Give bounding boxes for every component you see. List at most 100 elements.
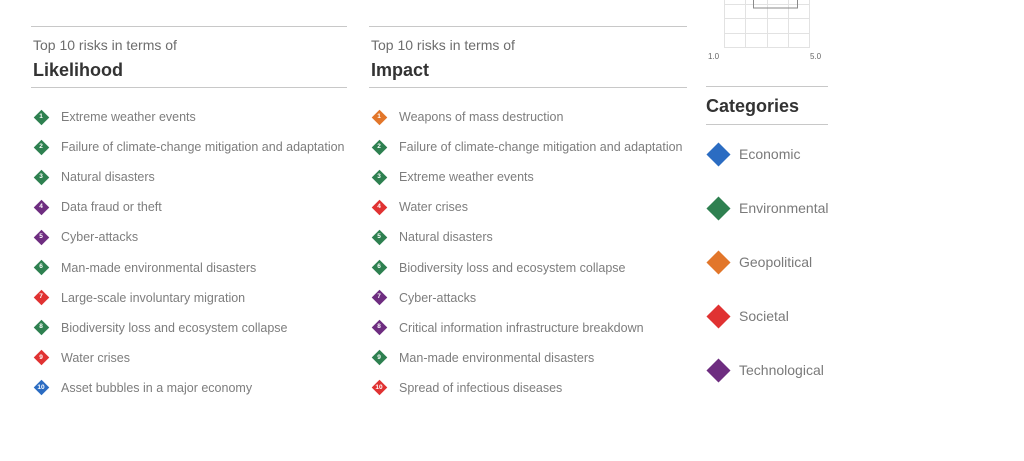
rank-number: 1 — [377, 112, 381, 120]
rank-diamond-icon: 5 — [371, 229, 387, 245]
rank-number: 10 — [375, 383, 383, 391]
risk-item: 3 Extreme weather events — [369, 162, 687, 192]
rank-diamond-icon: 8 — [371, 320, 387, 336]
rank-diamond-icon: 1 — [33, 109, 49, 125]
category-item: Geopolitical — [706, 250, 829, 304]
rank-diamond-icon: 1 — [371, 109, 387, 125]
risk-label: Extreme weather events — [399, 170, 534, 185]
risk-label: Natural disasters — [399, 230, 493, 245]
categories-title: Categories — [706, 96, 800, 116]
rank-number: 2 — [39, 142, 43, 150]
risk-item: 6 Man-made environmental disasters — [31, 252, 347, 282]
category-item: Environmental — [706, 196, 829, 250]
rank-number: 10 — [37, 383, 45, 391]
rank-number: 3 — [377, 172, 381, 180]
rank-number: 3 — [39, 172, 43, 180]
risk-label: Data fraud or theft — [61, 200, 162, 215]
risk-label: Biodiversity loss and ecosystem collapse — [61, 320, 288, 335]
risk-label: Cyber-attacks — [399, 290, 477, 305]
likelihood-subtitle: Top 10 risks in terms of — [33, 37, 177, 53]
risk-label: Natural disasters — [61, 170, 155, 185]
risk-item: 9 Man-made environmental disasters — [369, 343, 687, 373]
category-diamond-icon — [706, 304, 730, 328]
categories-legend: Economic Environmental Geopolitical Societa… — [706, 142, 829, 412]
scale-max-label: 5.0 — [810, 52, 822, 61]
risk-label: Water crises — [399, 200, 468, 215]
rank-diamond-icon: 5 — [33, 229, 49, 245]
rank-diamond-icon: 10 — [33, 380, 49, 396]
rank-number: 8 — [39, 323, 43, 331]
risk-item: 5 Natural disasters — [369, 222, 687, 252]
risk-label: Man-made environmental disasters — [399, 350, 595, 365]
risk-item: 8 Biodiversity loss and ecosystem collaps… — [31, 313, 347, 343]
rank-diamond-icon: 3 — [371, 169, 387, 185]
risk-label: Extreme weather events — [61, 110, 196, 125]
risk-label: Failure of climate-change mitigation and… — [399, 140, 683, 155]
impact-risk-list: 1 Weapons of mass destruction 2 Failure of … — [369, 102, 687, 403]
rank-number: 1 — [39, 112, 43, 120]
rank-diamond-icon: 4 — [33, 199, 49, 215]
rank-number: 4 — [39, 203, 43, 211]
rank-number: 6 — [377, 263, 381, 271]
category-label: Economic — [739, 146, 801, 162]
rank-diamond-icon: 3 — [33, 169, 49, 185]
risk-label: Failure of climate-change mitigation and… — [61, 140, 345, 155]
risk-item: 1 Weapons of mass destruction — [369, 102, 687, 132]
rank-number: 7 — [377, 293, 381, 301]
rank-number: 2 — [377, 142, 381, 150]
rank-number: 6 — [39, 263, 43, 271]
rank-diamond-icon: 8 — [33, 320, 49, 336]
risk-label: Asset bubbles in a major economy — [61, 380, 253, 395]
risk-label: Biodiversity loss and ecosystem collapse — [399, 260, 626, 275]
category-label: Environmental — [739, 200, 829, 216]
rank-number: 5 — [39, 233, 43, 241]
likelihood-title: Likelihood — [33, 60, 123, 80]
rank-diamond-icon: 9 — [33, 350, 49, 366]
rank-number: 5 — [377, 233, 381, 241]
category-item: Economic — [706, 142, 829, 196]
rank-diamond-icon: 7 — [33, 290, 49, 306]
rank-diamond-icon: 6 — [33, 260, 49, 276]
title-divider — [369, 87, 687, 88]
rank-number: 8 — [377, 323, 381, 331]
scale-min-label: 1.0 — [708, 52, 720, 61]
category-label: Geopolitical — [739, 254, 813, 270]
impact-title: Impact — [371, 60, 430, 80]
risk-item: 4 Water crises — [369, 192, 687, 222]
categories-bottom-divider — [706, 124, 828, 125]
risk-item: 6 Biodiversity loss and ecosystem collaps… — [369, 252, 687, 282]
risk-label: Cyber-attacks — [61, 230, 139, 245]
rank-diamond-icon: 2 — [33, 139, 49, 155]
category-diamond-icon — [706, 196, 730, 220]
risk-item: 10 Asset bubbles in a major economy — [31, 373, 347, 403]
likelihood-column: Top 10 risks in terms of Likelihood 1 Ext… — [31, 26, 347, 403]
rank-number: 9 — [377, 353, 381, 361]
title-divider — [31, 87, 347, 88]
category-diamond-icon — [706, 358, 730, 382]
category-label: Societal — [739, 308, 789, 324]
rank-diamond-icon: 10 — [371, 380, 387, 396]
risk-item: 7 Large-scale involuntary migration — [31, 283, 347, 313]
risk-item: 5 Cyber-attacks — [31, 222, 347, 252]
impact-subtitle: Top 10 risks in terms of — [371, 37, 515, 53]
risk-item: 7 Cyber-attacks — [369, 283, 687, 313]
top-divider — [31, 26, 347, 27]
risk-label: Water crises — [61, 350, 130, 365]
risk-item: 10 Spread of infectious diseases — [369, 373, 687, 403]
rank-diamond-icon: 6 — [371, 260, 387, 276]
top-divider — [369, 26, 687, 27]
rank-diamond-icon: 9 — [371, 350, 387, 366]
risk-item: 2 Failure of climate-change mitigation an… — [369, 132, 687, 162]
risk-label: Man-made environmental disasters — [61, 260, 257, 275]
rank-diamond-icon: 2 — [371, 139, 387, 155]
impact-column: Top 10 risks in terms of Impact 1 Weapons… — [369, 26, 687, 403]
category-item: Technological — [706, 358, 829, 412]
category-item: Societal — [706, 304, 829, 358]
risk-item: 1 Extreme weather events — [31, 102, 347, 132]
risk-item: 8 Critical information infrastructure bre… — [369, 313, 687, 343]
categories-top-divider — [706, 86, 828, 87]
likelihood-risk-list: 1 Extreme weather events 2 Failure of clima… — [31, 102, 347, 403]
category-label: Technological — [739, 362, 824, 378]
risk-item: 4 Data fraud or theft — [31, 192, 347, 222]
rank-number: 7 — [39, 293, 43, 301]
